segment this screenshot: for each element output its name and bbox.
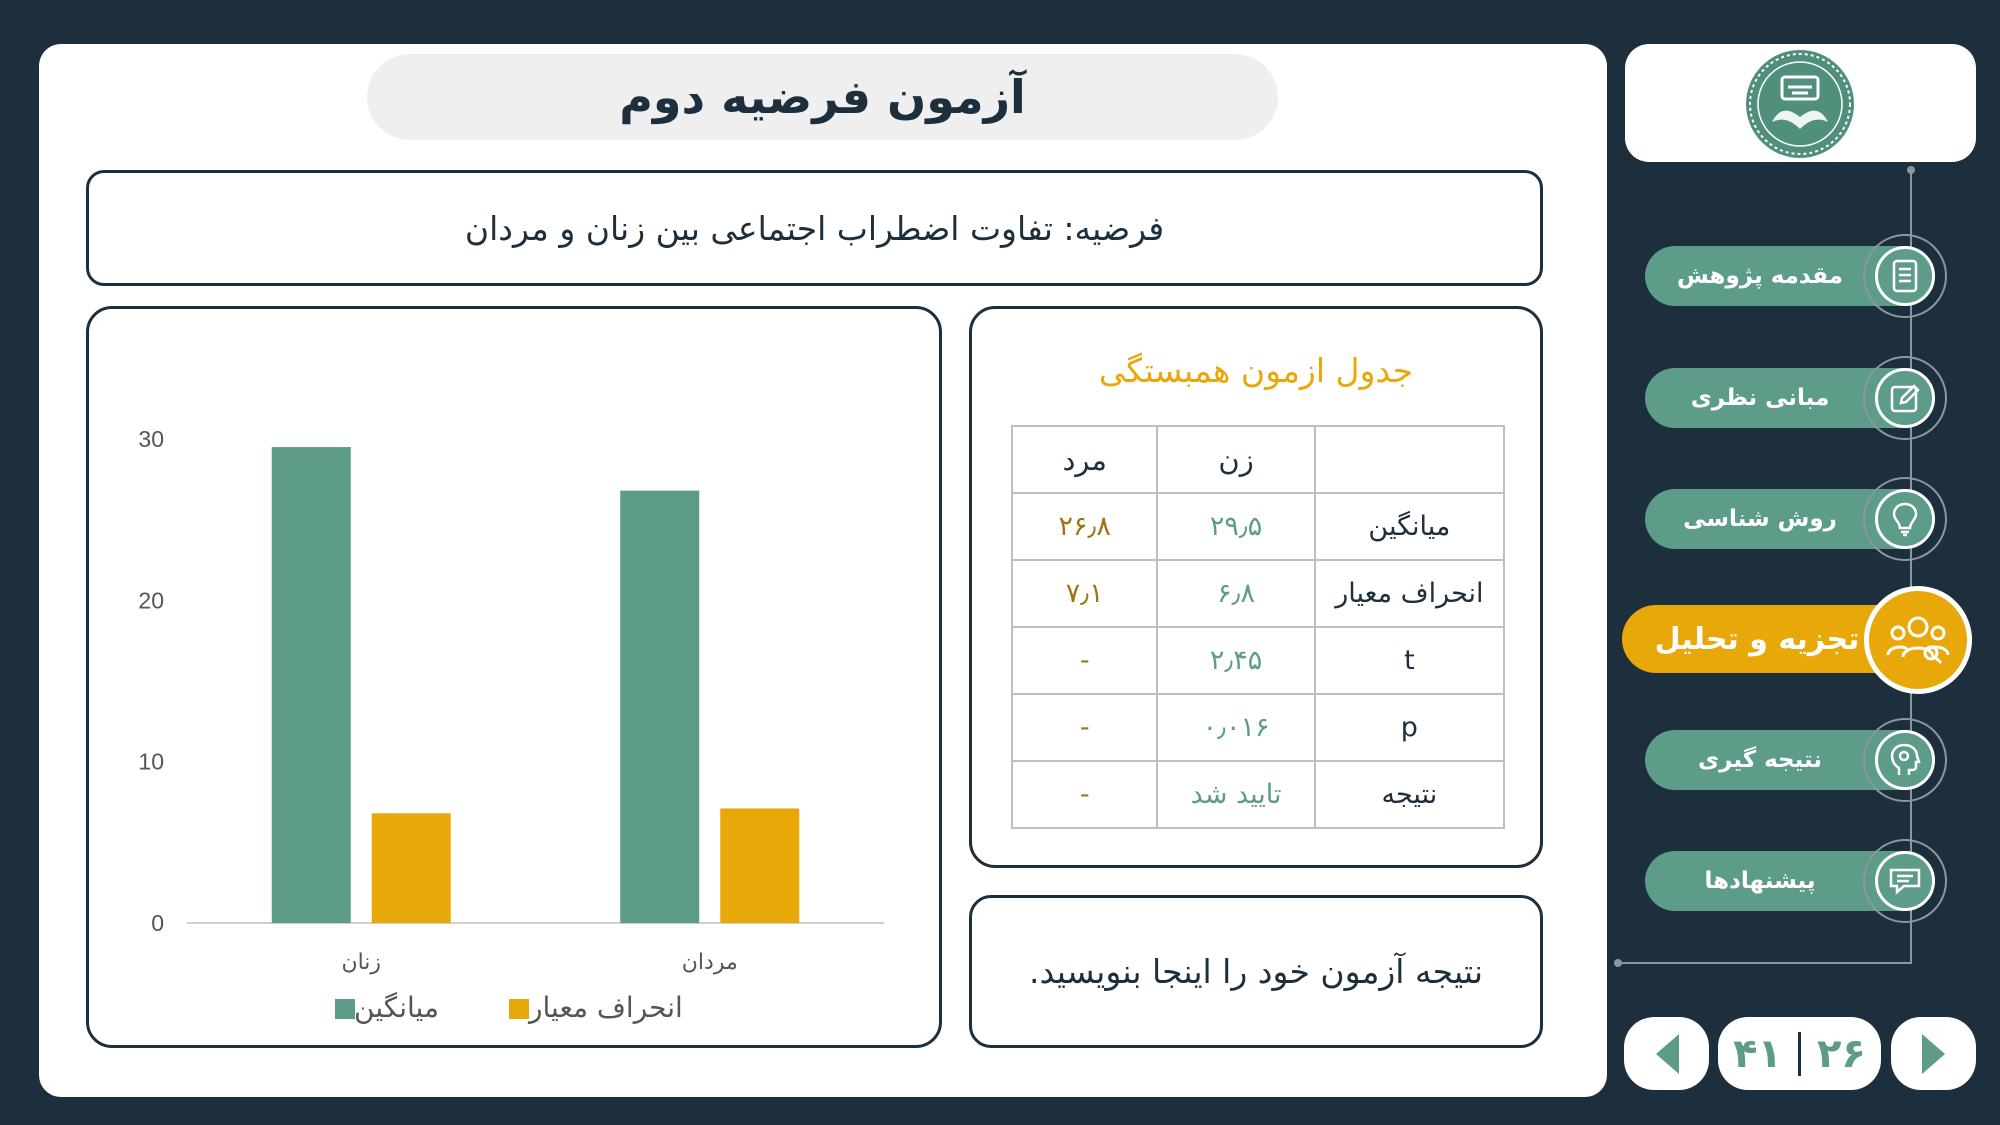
team-icon (1886, 616, 1950, 665)
page-title: آزمون فرضیه دوم (367, 54, 1278, 140)
table-cell-women: ۲۹٫۵ (1156, 492, 1316, 561)
total-slides: ۴۱ (1733, 1030, 1782, 1077)
bar-chart: 0 10 20 30 زنان مردان میانگین انحراف معیار (86, 306, 942, 1048)
table-row: نتیجه تایید شد - (1010, 760, 1506, 829)
y-tick-label: 20 (138, 587, 164, 613)
main-panel: آزمون فرضیه دوم فرضیه: تفاوت اضطراب اجتم… (39, 44, 1607, 1097)
table-header-cell: زن (1156, 425, 1316, 494)
document-icon (1892, 259, 1918, 293)
slide-counter: ۴۱ ۲۶ (1718, 1017, 1881, 1090)
nav-connector-line (1617, 962, 1912, 964)
table-row-label: p (1313, 693, 1506, 762)
nav-item-label: مقدمه پژوهش (1677, 263, 1843, 289)
nav-item-label: پیشنهادها (1704, 868, 1816, 894)
hypothesis-box: فرضیه: تفاوت اضطراب اجتماعی بین زنان و م… (86, 170, 1543, 286)
nav-connector-line (1910, 170, 1912, 963)
bar (371, 813, 451, 923)
head-icon (1890, 743, 1921, 775)
nav-icon-circle (1875, 246, 1935, 306)
table-header-row: زن مرد (1010, 425, 1506, 494)
table-title: جدول ازمون همبستگی (1098, 351, 1414, 390)
counter-separator (1798, 1031, 1801, 1076)
legend-label: میانگین (354, 991, 439, 1024)
university-logo-icon (1746, 50, 1854, 158)
table-cell-men: - (1010, 760, 1159, 829)
nav-icon-circle (1875, 730, 1935, 790)
nav-icon-circle (1875, 368, 1935, 428)
correlation-table: زن مرد میانگین ۲۹٫۵ ۲۶٫۸ انحراف معیار ۶٫… (1010, 425, 1506, 829)
current-slide: ۲۶ (1817, 1030, 1866, 1077)
nav-ring (1863, 356, 1947, 440)
nav-item-label: نتیجه گیری (1697, 747, 1823, 773)
x-tick-label: مردان (682, 950, 738, 975)
nav-item-label: تجزیه و تحلیل (1654, 621, 1860, 657)
table-cell-men: ۷٫۱ (1010, 559, 1159, 628)
table-row: میانگین ۲۹٫۵ ۲۶٫۸ (1010, 492, 1506, 561)
bar (271, 447, 351, 923)
y-tick-label: 30 (138, 426, 164, 452)
table-cell-men: - (1010, 626, 1159, 695)
logo-card (1625, 44, 1976, 162)
bar-chart-svg: 0 10 20 30 زنان مردان میانگین انحراف معیار (138, 426, 884, 1024)
nav-item-theory[interactable]: مبانی نظری (1645, 356, 1947, 440)
table-cell-women: تایید شد (1156, 760, 1316, 829)
next-slide-button[interactable] (1891, 1017, 1976, 1090)
nav-item-conclusion[interactable]: نتیجه گیری (1645, 718, 1947, 802)
bar (620, 490, 700, 923)
nav-ring (1863, 234, 1947, 318)
lightbulb-icon (1892, 502, 1918, 537)
nav-icon-circle (1875, 851, 1935, 911)
chat-icon (1889, 868, 1921, 895)
nav-item-label: روش شناسی (1683, 506, 1837, 532)
table-cell-men: - (1010, 693, 1159, 762)
y-tick-label: 10 (138, 749, 164, 775)
connector-dot (1907, 166, 1915, 174)
nav-item-label: مبانی نظری (1690, 385, 1830, 411)
table-cell-women: ۶٫۸ (1156, 559, 1316, 628)
legend-swatch (509, 999, 529, 1019)
table-row-label: نتیجه (1313, 760, 1506, 829)
table-row: t ۲٫۴۵ - (1010, 626, 1506, 695)
arrow-left-icon (1655, 1033, 1679, 1074)
prev-slide-button[interactable] (1624, 1017, 1709, 1090)
nav-item-analysis[interactable]: تجزیه و تحلیل (1622, 586, 1972, 694)
table-row-label: میانگین (1313, 492, 1506, 561)
table-header-cell (1313, 425, 1506, 494)
table-row-label: انحراف معیار (1313, 559, 1506, 628)
table-header-cell: مرد (1010, 425, 1159, 494)
table-row: انحراف معیار ۶٫۸ ۷٫۱ (1010, 559, 1506, 628)
y-tick-label: 0 (151, 910, 164, 936)
x-tick-label: زنان (341, 950, 381, 975)
table-cell-men: ۲۶٫۸ (1010, 492, 1159, 561)
nav-ring (1863, 477, 1947, 561)
legend-label: انحراف معیار (527, 991, 683, 1024)
nav-icon-circle (1875, 489, 1935, 549)
nav-item-research-intro[interactable]: مقدمه پژوهش (1645, 234, 1947, 318)
nav-icon-circle (1864, 586, 1972, 694)
table-cell-women: ۰٫۰۱۶ (1156, 693, 1316, 762)
table-row-label: t (1313, 626, 1506, 695)
connector-dot (1614, 959, 1622, 967)
arrow-right-icon (1921, 1033, 1945, 1074)
bar (720, 808, 800, 923)
nav-item-suggestions[interactable]: پیشنهادها (1645, 839, 1947, 923)
table-cell-women: ۲٫۴۵ (1156, 626, 1316, 695)
edit-icon (1890, 384, 1920, 413)
nav-ring (1863, 718, 1947, 802)
correlation-table-box: جدول ازمون همبستگی زن مرد میانگین ۲۹٫۵ ۲… (969, 306, 1543, 868)
nav-ring (1863, 839, 1947, 923)
result-textbox[interactable]: نتیجه آزمون خود را اینجا بنویسید. (969, 895, 1543, 1048)
table-row: p ۰٫۰۱۶ - (1010, 693, 1506, 762)
legend-swatch (335, 999, 355, 1019)
nav-item-methodology[interactable]: روش شناسی (1645, 477, 1947, 561)
